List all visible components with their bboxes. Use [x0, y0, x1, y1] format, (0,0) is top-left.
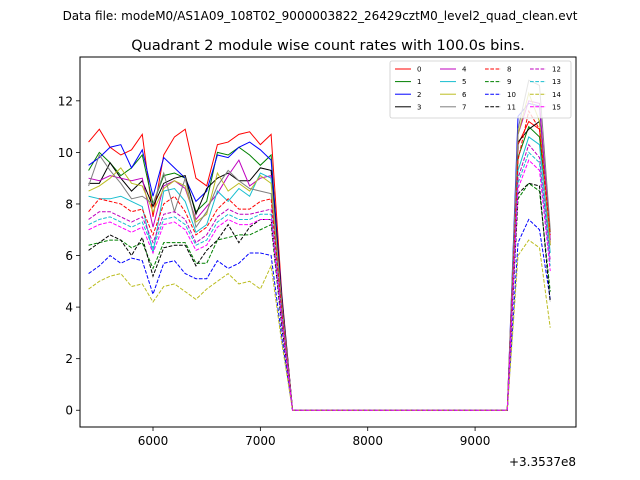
legend-label-13: 13 [552, 78, 561, 86]
x-tick-label: 7000 [245, 434, 276, 448]
y-tick-label: 6 [65, 249, 73, 263]
legend-label-8: 8 [507, 66, 511, 74]
x-offset-label: +3.3537e8 [509, 455, 576, 469]
x-tick-label: 6000 [138, 434, 169, 448]
suptitle: Data file: modeM0/AS1A09_108T02_90000038… [63, 9, 578, 23]
legend-label-2: 2 [417, 91, 421, 99]
legend-label-3: 3 [417, 103, 421, 111]
legend-label-12: 12 [552, 66, 561, 74]
y-tick-label: 2 [65, 352, 73, 366]
legend-label-11: 11 [507, 103, 516, 111]
series-line-15 [88, 159, 551, 411]
legend-label-14: 14 [552, 91, 561, 99]
legend-label-7: 7 [462, 103, 466, 111]
plot-frame [79, 56, 577, 428]
x-axis: 6000 7000 8000 9000 [138, 427, 491, 448]
plot-area [79, 56, 577, 428]
legend-label-9: 9 [507, 78, 511, 86]
x-tick-label: 8000 [352, 434, 383, 448]
y-axis: 0 2 4 6 8 10 12 [58, 94, 80, 418]
legend-label-6: 6 [462, 91, 467, 99]
chart-title: Quadrant 2 module wise count rates with … [131, 38, 525, 54]
series-line-11 [88, 182, 551, 411]
legend-label-4: 4 [462, 66, 467, 74]
x-tick-label: 9000 [460, 434, 491, 448]
legend-label-15: 15 [552, 103, 561, 111]
legend-label-10: 10 [507, 91, 516, 99]
legend-label-5: 5 [462, 78, 466, 86]
legend-label-1: 1 [417, 78, 421, 86]
y-tick-label: 10 [58, 146, 73, 160]
series-layer [88, 79, 551, 411]
y-tick-label: 4 [65, 301, 73, 315]
y-tick-label: 8 [65, 197, 73, 211]
legend-label-0: 0 [417, 66, 421, 74]
legend-box [389, 60, 572, 119]
y-tick-label: 12 [58, 94, 73, 108]
y-tick-label: 0 [65, 404, 73, 418]
